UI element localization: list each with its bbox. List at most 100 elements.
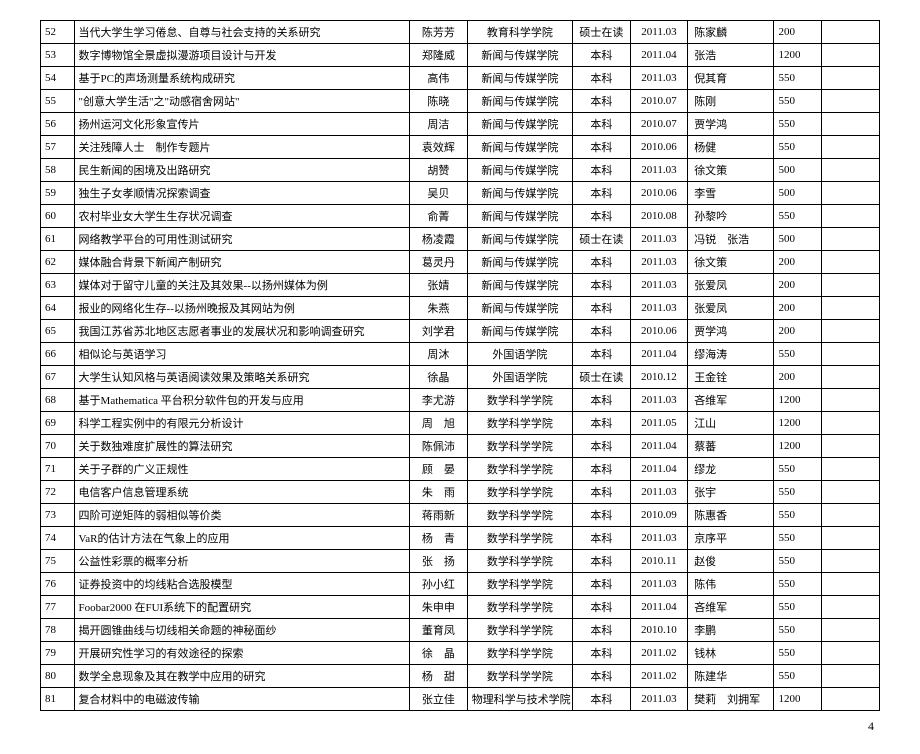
cell-blank: [822, 389, 880, 412]
cell-advisor: 徐文策: [688, 251, 774, 274]
cell-blank: [822, 435, 880, 458]
cell-dept: 数学科学学院: [467, 573, 572, 596]
cell-idx: 69: [41, 412, 75, 435]
cell-level: 硕士在读: [573, 21, 631, 44]
cell-blank: [822, 251, 880, 274]
cell-advisor: 缪龙: [688, 458, 774, 481]
cell-level: 本科: [573, 159, 631, 182]
table-row: 59独生子女孝顺情况探索调查吴贝新闻与传媒学院本科2010.06李雪500: [41, 182, 880, 205]
cell-dept: 数学科学学院: [467, 389, 572, 412]
cell-advisor: 陈家麟: [688, 21, 774, 44]
cell-title: 相似论与英语学习: [74, 343, 410, 366]
table-row: 61网络教学平台的可用性测试研究杨凌霞新闻与传媒学院硕士在读2011.03冯锐 …: [41, 228, 880, 251]
table-row: 62媒体融合背景下新闻产制研究葛灵丹新闻与传媒学院本科2011.03徐文策200: [41, 251, 880, 274]
table-row: 53数字博物馆全景虚拟漫游项目设计与开发郑隆威新闻与传媒学院本科2011.04张…: [41, 44, 880, 67]
cell-level: 本科: [573, 205, 631, 228]
cell-level: 本科: [573, 550, 631, 573]
cell-name: 蒋雨新: [410, 504, 468, 527]
cell-idx: 72: [41, 481, 75, 504]
cell-blank: [822, 90, 880, 113]
cell-advisor: 孙黎吟: [688, 205, 774, 228]
cell-date: 2011.03: [630, 688, 688, 711]
cell-title: 关注残障人士 制作专题片: [74, 136, 410, 159]
cell-blank: [822, 550, 880, 573]
cell-amt: 550: [774, 136, 822, 159]
cell-date: 2010.06: [630, 182, 688, 205]
cell-level: 本科: [573, 481, 631, 504]
cell-name: 刘学君: [410, 320, 468, 343]
cell-blank: [822, 228, 880, 251]
cell-blank: [822, 44, 880, 67]
cell-dept: 新闻与传媒学院: [467, 44, 572, 67]
cell-name: 朱 雨: [410, 481, 468, 504]
table-row: 63媒体对于留守儿童的关注及其效果--以扬州媒体为例张婧新闻与传媒学院本科201…: [41, 274, 880, 297]
cell-advisor: 徐文策: [688, 159, 774, 182]
cell-name: 张婧: [410, 274, 468, 297]
table-row: 65我国江苏省苏北地区志愿者事业的发展状况和影响调查研究刘学君新闻与传媒学院本科…: [41, 320, 880, 343]
cell-name: 杨 甜: [410, 665, 468, 688]
cell-idx: 65: [41, 320, 75, 343]
cell-amt: 200: [774, 251, 822, 274]
table-row: 76证券投资中的均线粘合选股模型孙小红数学科学学院本科2011.03陈伟550: [41, 573, 880, 596]
cell-idx: 63: [41, 274, 75, 297]
cell-idx: 78: [41, 619, 75, 642]
cell-idx: 79: [41, 642, 75, 665]
cell-date: 2010.09: [630, 504, 688, 527]
cell-date: 2010.10: [630, 619, 688, 642]
cell-dept: 数学科学学院: [467, 550, 572, 573]
cell-idx: 68: [41, 389, 75, 412]
cell-title: 民生新闻的困境及出路研究: [74, 159, 410, 182]
cell-blank: [822, 21, 880, 44]
cell-title: 基于Mathematica 平台积分软件包的开发与应用: [74, 389, 410, 412]
cell-blank: [822, 297, 880, 320]
cell-amt: 550: [774, 458, 822, 481]
cell-advisor: 赵俊: [688, 550, 774, 573]
cell-advisor: 张宇: [688, 481, 774, 504]
cell-level: 本科: [573, 458, 631, 481]
cell-idx: 80: [41, 665, 75, 688]
cell-title: 数字博物馆全景虚拟漫游项目设计与开发: [74, 44, 410, 67]
cell-amt: 550: [774, 573, 822, 596]
table-row: 79开展研究性学习的有效途径的探索徐 晶数学科学学院本科2011.02钱林550: [41, 642, 880, 665]
cell-idx: 70: [41, 435, 75, 458]
cell-dept: 新闻与传媒学院: [467, 90, 572, 113]
cell-date: 2011.05: [630, 412, 688, 435]
cell-idx: 60: [41, 205, 75, 228]
table-row: 69科学工程实例中的有限元分析设计周 旭数学科学学院本科2011.05江山120…: [41, 412, 880, 435]
cell-advisor: 陈伟: [688, 573, 774, 596]
cell-level: 本科: [573, 113, 631, 136]
cell-dept: 新闻与传媒学院: [467, 228, 572, 251]
cell-level: 本科: [573, 297, 631, 320]
cell-level: 本科: [573, 688, 631, 711]
cell-dept: 新闻与传媒学院: [467, 205, 572, 228]
cell-amt: 550: [774, 596, 822, 619]
cell-blank: [822, 113, 880, 136]
cell-advisor: 樊莉 刘拥军: [688, 688, 774, 711]
cell-idx: 57: [41, 136, 75, 159]
cell-name: 吴贝: [410, 182, 468, 205]
cell-date: 2010.06: [630, 320, 688, 343]
cell-dept: 数学科学学院: [467, 458, 572, 481]
cell-dept: 新闻与传媒学院: [467, 136, 572, 159]
cell-level: 本科: [573, 619, 631, 642]
cell-blank: [822, 274, 880, 297]
cell-name: 周洁: [410, 113, 468, 136]
cell-amt: 550: [774, 90, 822, 113]
cell-advisor: 贾学鸿: [688, 320, 774, 343]
table-row: 66相似论与英语学习周沐外国语学院本科2011.04缪海涛550: [41, 343, 880, 366]
table-row: 78揭开圆锥曲线与切线相关命题的神秘面纱董育凤数学科学学院本科2010.10李鹏…: [41, 619, 880, 642]
cell-advisor: 张爱凤: [688, 274, 774, 297]
cell-advisor: 杨健: [688, 136, 774, 159]
cell-dept: 教育科学学院: [467, 21, 572, 44]
cell-idx: 55: [41, 90, 75, 113]
cell-title: 媒体融合背景下新闻产制研究: [74, 251, 410, 274]
cell-date: 2011.03: [630, 251, 688, 274]
cell-dept: 数学科学学院: [467, 642, 572, 665]
cell-advisor: 钱林: [688, 642, 774, 665]
cell-dept: 新闻与传媒学院: [467, 182, 572, 205]
cell-blank: [822, 412, 880, 435]
table-row: 52当代大学生学习倦怠、自尊与社会支持的关系研究陈芳芳教育科学学院硕士在读201…: [41, 21, 880, 44]
cell-amt: 500: [774, 182, 822, 205]
cell-dept: 数学科学学院: [467, 665, 572, 688]
cell-level: 本科: [573, 504, 631, 527]
